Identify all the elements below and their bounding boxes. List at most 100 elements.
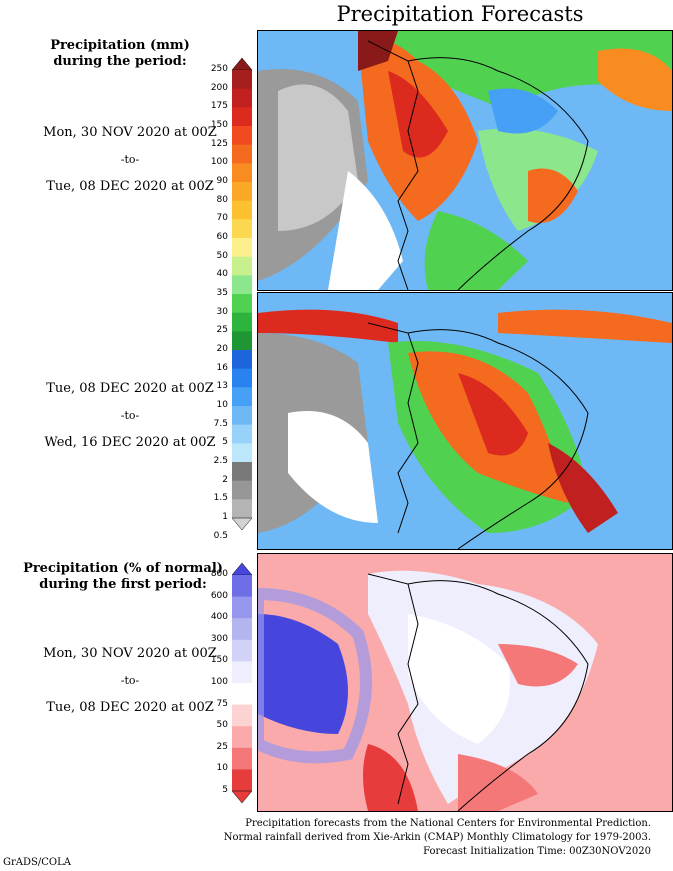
colorbar-tick-label: 5 (222, 785, 228, 795)
colorbar-top-arrow (232, 58, 252, 71)
colorbar-tick-label: 400 (210, 612, 228, 623)
colorbar-segment (232, 70, 252, 90)
colorbar-top-arrow (232, 563, 252, 576)
colorbar-tick-label: 35 (216, 288, 228, 298)
colorbar-segment (232, 769, 252, 792)
colorbar-tick-label: 70 (216, 213, 228, 224)
colorbar-segment (232, 107, 252, 127)
colorbar-segment (232, 163, 252, 183)
footer-init-time: Forecast Initialization Time: 00Z30NOV20… (423, 846, 651, 857)
colorbar-bottom-arrow (232, 517, 252, 530)
colorbar-tick-label: 90 (216, 176, 228, 186)
colorbar-segment (232, 424, 252, 444)
colorbar-segment (232, 144, 252, 164)
colorbar-tick-label: 7.5 (213, 418, 228, 429)
period1-label: Mon, 30 NOV 2020 at 00Z -to- Tue, 08 DEC… (30, 119, 230, 200)
colorbar-tick-label: 800 (210, 569, 228, 579)
colorbar-tick-label: 2 (222, 474, 228, 485)
colorbar-segment (232, 88, 252, 108)
colorbar-tick-label: 1 (222, 512, 228, 522)
colorbar-tick-label: 250 (210, 64, 228, 74)
colorbar-tick-label: 200 (210, 82, 228, 93)
colorbar-tick-label: 150 (210, 120, 228, 130)
colorbar-tick-label: 60 (216, 232, 228, 242)
colorbar-tick-label: 50 (216, 720, 228, 731)
colorbar-tick-label: 5 (222, 437, 228, 448)
colorbar-tick-label: 2.5 (213, 456, 228, 466)
colorbar-segment (232, 387, 252, 407)
colorbar-segment (232, 480, 252, 500)
colorbar-tick-label: 20 (216, 344, 228, 354)
pct-legend-title-line2: during the first period: (39, 577, 207, 592)
colorbar-segment (232, 331, 252, 351)
colorbar-tick-label: 75 (216, 698, 228, 709)
colorbar-segment (232, 219, 252, 239)
colorbar-segment (232, 747, 252, 770)
period1-end: Tue, 08 DEC 2020 at 00Z (46, 179, 214, 194)
colorbar-bottom-arrow (232, 790, 252, 803)
colorbar-segment (232, 406, 252, 426)
footer-source-line: Precipitation forecasts from the Nationa… (245, 818, 651, 829)
mm-legend-title: Precipitation (mm) during the period: (30, 38, 210, 70)
colorbar-tick-label: 50 (216, 250, 228, 261)
mm-legend-title-line1: Precipitation (mm) (50, 38, 190, 53)
colorbar-segment (232, 256, 252, 276)
colorbar-tick-label: 25 (216, 741, 228, 752)
period1-start: Mon, 30 NOV 2020 at 00Z (43, 125, 217, 140)
colorbar-segment (232, 443, 252, 463)
colorbar-segment (232, 499, 252, 519)
colorbar-tick-label: 150 (210, 655, 228, 666)
colorbar-segment (232, 200, 252, 220)
colorbar-tick-label: 16 (216, 362, 228, 373)
colorbar-segment (232, 683, 252, 706)
period1-to: -to- (120, 153, 140, 166)
colorbar-segment (232, 596, 252, 619)
colorbar-tick-label: 175 (210, 101, 228, 112)
colorbar-segment (232, 639, 252, 662)
period3-start: Mon, 30 NOV 2020 at 00Z (43, 646, 217, 661)
colorbar-tick-label: 13 (216, 381, 228, 392)
footer-normal-line: Normal rainfall derived from Xie-Arkin (… (223, 832, 651, 843)
colorbar-segment (232, 182, 252, 202)
colorbar-segment (232, 275, 252, 295)
period3-end: Tue, 08 DEC 2020 at 00Z (46, 700, 214, 715)
colorbar-segment (232, 368, 252, 388)
colorbar-segment (232, 350, 252, 370)
colorbar-tick-label: 80 (216, 194, 228, 205)
colorbar-tick-label: 600 (210, 590, 228, 601)
colorbar-tick-label: 30 (216, 306, 228, 317)
mm-legend-title-line2: during the period: (53, 54, 187, 69)
colorbar-tick-label: 0.5 (213, 530, 228, 541)
colorbar-tick-label: 100 (210, 677, 228, 687)
pct-legend-title-line1: Precipitation (% of normal) (23, 561, 223, 576)
colorbar-tick-label: 300 (210, 633, 228, 644)
colorbar-segment (232, 704, 252, 727)
map-period1-mm (257, 30, 673, 291)
colorbar-tick-label: 10 (216, 400, 228, 410)
map-percent-normal (257, 553, 673, 812)
colorbar-tick-label: 125 (210, 138, 228, 149)
period2-to: -to- (120, 409, 140, 422)
period2-label: Tue, 08 DEC 2020 at 00Z -to- Wed, 16 DEC… (30, 375, 230, 456)
period2-start: Tue, 08 DEC 2020 at 00Z (46, 381, 214, 396)
colorbar-segment (232, 294, 252, 314)
colorbar-segment (232, 575, 252, 598)
colorbar-segment (232, 312, 252, 332)
colorbar-segment (232, 462, 252, 482)
colorbar-tick-label: 1.5 (213, 493, 228, 504)
colorbar-segment (232, 238, 252, 258)
colorbar-tick-label: 100 (210, 157, 228, 168)
colorbar-segment (232, 126, 252, 146)
period2-end: Wed, 16 DEC 2020 at 00Z (44, 435, 216, 450)
colorbar-segment (232, 618, 252, 641)
period3-to: -to- (120, 674, 140, 687)
colorbar-tick-label: 40 (216, 269, 228, 280)
page-title: Precipitation Forecasts (336, 2, 584, 26)
colorbar-segment (232, 661, 252, 684)
period3-label: Mon, 30 NOV 2020 at 00Z -to- Tue, 08 DEC… (30, 640, 230, 721)
pct-legend-title: Precipitation (% of normal) during the f… (18, 561, 228, 593)
colorbar-tick-label: 25 (216, 325, 228, 336)
grads-credit: GrADS/COLA (3, 857, 71, 868)
pct-colorbar (232, 563, 252, 803)
mm-colorbar (232, 58, 252, 530)
